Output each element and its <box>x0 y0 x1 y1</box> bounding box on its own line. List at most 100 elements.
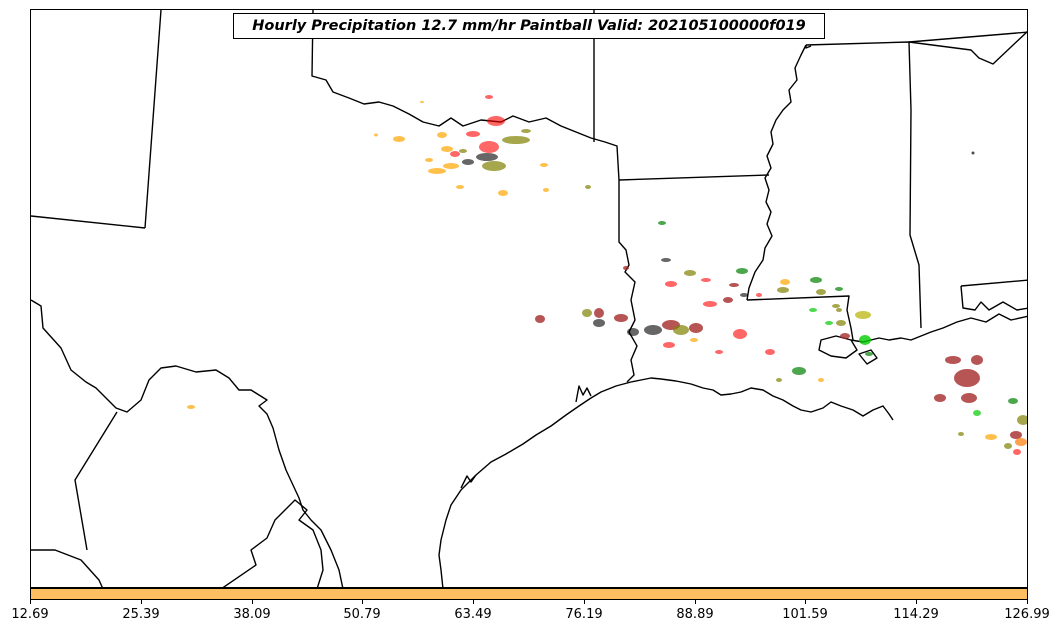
precip-blob <box>1010 431 1022 439</box>
colorbar-tick <box>584 600 585 604</box>
precip-blob <box>825 321 833 325</box>
precip-blob <box>1004 443 1012 449</box>
precip-blob <box>729 283 739 287</box>
colorbar-tick-label: 126.99 <box>1004 607 1050 622</box>
precip-blob <box>1013 449 1021 455</box>
precip-blob <box>684 270 696 276</box>
colorbar-tick-label: 12.69 <box>11 607 49 622</box>
colorbar <box>30 588 1028 600</box>
mexico-state-line-2 <box>74 411 118 551</box>
precip-blob <box>437 132 447 138</box>
state-boundary-al-fl-2 <box>960 285 1027 311</box>
state-boundary-tn <box>805 45 812 49</box>
state-boundary-nm-west <box>144 10 162 229</box>
precip-blob <box>836 308 842 312</box>
precip-blob <box>780 279 790 285</box>
precip-blob <box>456 185 464 189</box>
precip-blob <box>614 314 628 322</box>
precip-blob <box>736 268 748 274</box>
precip-blob <box>723 297 733 303</box>
precip-blob <box>703 301 717 307</box>
precip-blob <box>971 355 983 365</box>
precip-blob <box>690 338 698 342</box>
precip-blob <box>502 136 530 144</box>
precip-blob <box>623 266 629 270</box>
precip-blob <box>958 432 964 436</box>
precip-blob <box>663 342 675 348</box>
state-boundary-la-ms-south <box>746 295 854 341</box>
mexico-state-line-1 <box>31 549 103 587</box>
precip-blob <box>627 328 639 336</box>
colorbar-tick <box>362 600 363 604</box>
colorbar-tick <box>805 600 806 604</box>
colorbar-tick <box>141 600 142 604</box>
state-boundary-ok-tx <box>311 10 620 181</box>
precip-blob <box>756 293 762 297</box>
state-boundary-ar-la <box>618 174 770 181</box>
colorbar-tick <box>916 600 917 604</box>
colorbar-tick-label: 101.59 <box>782 607 828 622</box>
precip-blob <box>594 308 604 318</box>
precip-blob <box>466 131 480 137</box>
precip-blob <box>816 289 826 295</box>
state-boundary-al-fl <box>960 279 1027 287</box>
matagorda-bay <box>460 474 477 489</box>
state-boundary-al-ga <box>908 31 1027 43</box>
precip-blob <box>535 315 545 323</box>
precip-blob <box>715 350 723 354</box>
colorbar-tick <box>252 600 253 604</box>
precip-blob <box>971 151 975 155</box>
precip-blob <box>740 293 748 297</box>
precip-blob <box>855 311 871 319</box>
precip-blob <box>487 116 505 126</box>
colorbar-tick <box>473 600 474 604</box>
precip-blob <box>832 304 840 308</box>
precip-blob <box>1008 398 1018 404</box>
precip-blob <box>765 349 775 355</box>
colorbar-tick-label: 50.79 <box>343 607 381 622</box>
precip-blob <box>835 287 843 291</box>
galveston-bay <box>575 385 592 403</box>
map-title: Hourly Precipitation 12.7 mm/hr Paintbal… <box>233 13 825 39</box>
precip-blob <box>485 95 493 99</box>
state-boundary-nm-south <box>31 215 146 229</box>
state-boundary-tx-la <box>618 180 638 383</box>
precip-blob <box>540 163 548 167</box>
precip-blob <box>945 356 961 364</box>
lake-pontchartrain <box>818 335 858 359</box>
precip-blob <box>498 190 508 196</box>
precip-blob <box>462 159 474 165</box>
map-canvas <box>31 10 1027 587</box>
state-boundary-ky <box>908 30 1027 65</box>
precip-blob <box>582 309 592 317</box>
precip-blob <box>934 394 946 402</box>
precip-blob <box>673 325 689 335</box>
lake-borgne <box>858 349 878 365</box>
precip-blob <box>187 405 195 409</box>
precip-blob <box>585 185 591 189</box>
precip-blob <box>521 129 531 133</box>
precip-blob <box>840 333 850 339</box>
precip-blob <box>689 323 703 333</box>
state-boundary-ms-al <box>805 41 922 329</box>
precip-blob <box>777 287 789 293</box>
precip-blob <box>701 278 711 282</box>
boundaries <box>31 10 1027 587</box>
precip-blob <box>810 277 822 283</box>
precip-blob <box>428 168 446 174</box>
precip-blobs <box>187 95 1027 455</box>
state-boundary-ms-river <box>746 44 807 301</box>
precip-blob <box>441 146 453 152</box>
precip-blob <box>443 163 459 169</box>
precip-blob <box>818 378 824 382</box>
precip-blob <box>661 258 671 262</box>
precip-blob <box>1015 438 1027 446</box>
colorbar-tick-label: 76.19 <box>565 607 603 622</box>
precip-blob <box>482 161 506 171</box>
colorbar-tick-label: 114.29 <box>893 607 939 622</box>
precip-blob <box>859 335 871 345</box>
precip-blob <box>393 136 405 142</box>
precip-blob <box>809 308 817 312</box>
precip-blob <box>1017 415 1027 425</box>
colorbar-tick <box>1027 600 1028 604</box>
